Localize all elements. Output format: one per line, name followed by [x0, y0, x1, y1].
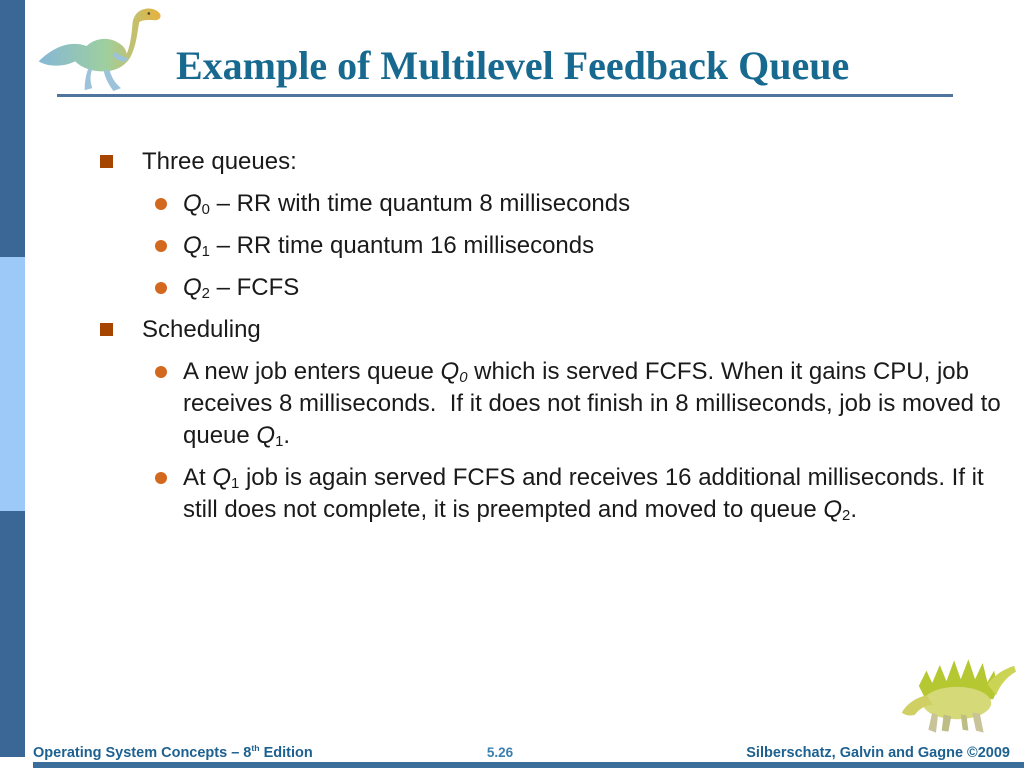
- bullet-text: Q0 – RR with time quantum 8 milliseconds: [183, 190, 631, 219]
- dinosaur-logo-icon: [38, 8, 161, 92]
- bullet-item: Scheduling: [0, 314, 1024, 346]
- bullet-item: Three queues:: [0, 146, 1024, 178]
- sidebar-segment-dark-top: [0, 0, 25, 257]
- circle-bullet-icon: [155, 198, 167, 210]
- square-bullet-icon: [100, 323, 113, 336]
- bullet-text: Q2 – FCFS: [183, 274, 300, 303]
- circle-bullet-icon: [155, 240, 167, 252]
- circle-bullet-icon: [155, 366, 167, 378]
- bullet-text: At Q1 job is again served FCFS and recei…: [183, 464, 991, 525]
- bullet-item: Q2 – FCFS: [0, 272, 1024, 304]
- bullet-text: Q1 – RR time quantum 16 milliseconds: [183, 232, 595, 261]
- bullet-item: Q1 – RR time quantum 16 milliseconds: [0, 230, 1024, 262]
- sidebar-segment-dark-bottom: [0, 511, 25, 757]
- bullet-text: Three queues:: [142, 148, 297, 175]
- page-title: Example of Multilevel Feedback Queue: [176, 43, 850, 88]
- circle-bullet-icon: [155, 282, 167, 294]
- dinosaur-logo-small-icon: [901, 659, 1016, 733]
- header-rule: [57, 94, 953, 97]
- square-bullet-icon: [100, 155, 113, 168]
- bullet-list: Three queues: Q0 – RR with time quantum 8…: [0, 146, 1024, 536]
- bullet-text: Scheduling: [142, 316, 261, 343]
- footer-authors: Silberschatz, Galvin and Gagne ©2009: [746, 745, 1010, 761]
- sidebar-segment-light: [0, 257, 25, 511]
- bullet-item: Q0 – RR with time quantum 8 milliseconds: [0, 188, 1024, 220]
- bullet-item: A new job enters queue Q0 which is serve…: [0, 356, 1024, 452]
- footer-bar: [33, 762, 1024, 768]
- slide-number: 5.26: [486, 745, 514, 760]
- bullet-item: At Q1 job is again served FCFS and recei…: [0, 462, 1024, 526]
- footer-book-title: Operating System Concepts – 8th Edition: [33, 743, 313, 761]
- bullet-text: A new job enters queue Q0 which is serve…: [183, 358, 1008, 451]
- circle-bullet-icon: [155, 472, 167, 484]
